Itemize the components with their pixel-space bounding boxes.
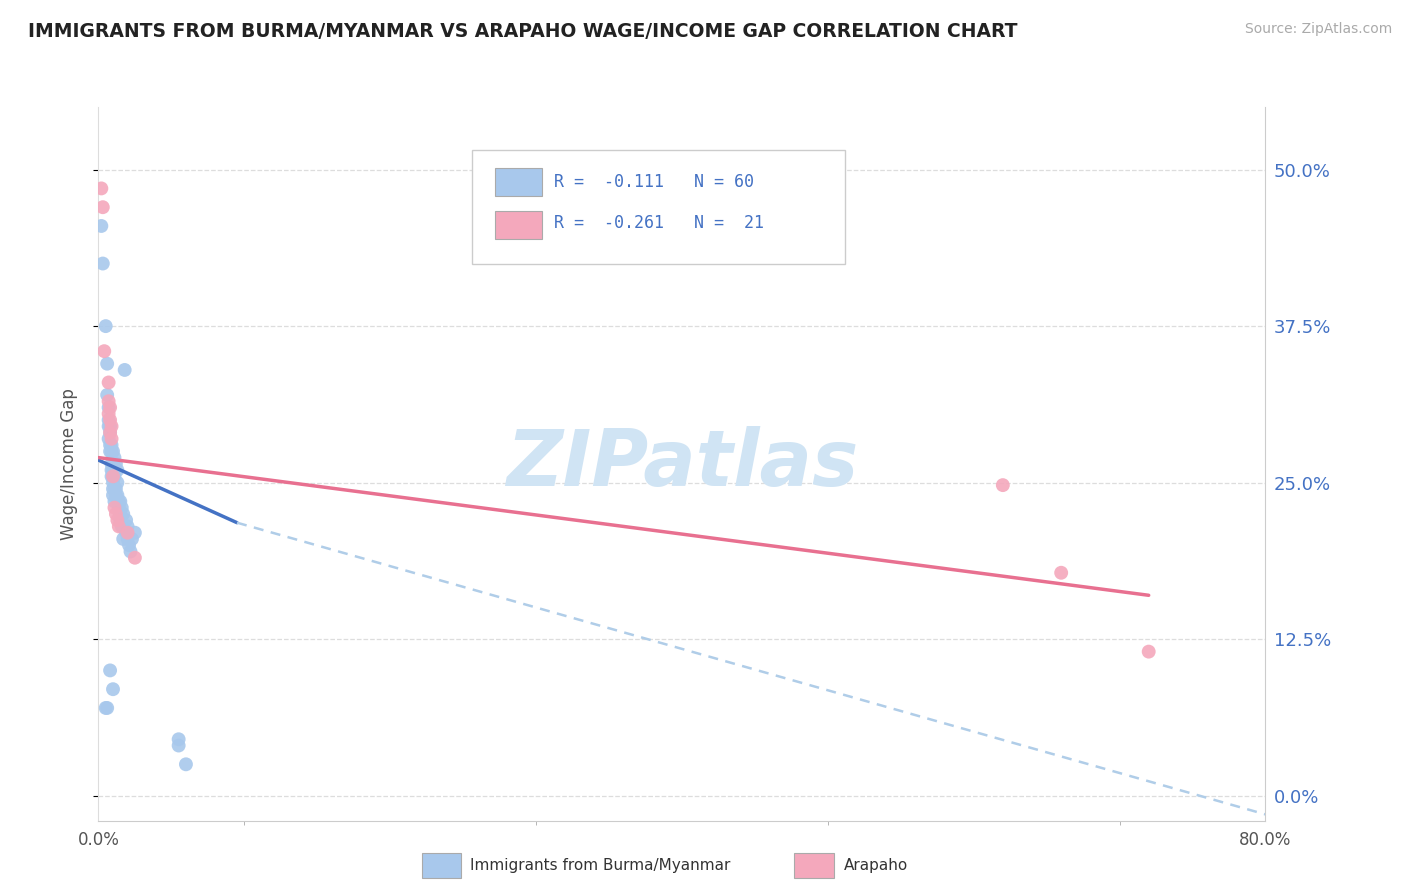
- Point: [100, 419, 122, 434]
- Point: [101, 444, 124, 458]
- FancyBboxPatch shape: [495, 211, 541, 239]
- Point: [96, 701, 118, 715]
- Point: [101, 482, 124, 496]
- Text: R =  -0.261   N =  21: R = -0.261 N = 21: [554, 214, 763, 232]
- Point: [91, 256, 114, 270]
- Point: [98, 413, 121, 427]
- Point: [96, 357, 118, 371]
- Point: [103, 469, 125, 483]
- Point: [100, 457, 122, 471]
- Point: [94, 701, 117, 715]
- Point: [991, 478, 1014, 492]
- Point: [112, 532, 135, 546]
- Point: [174, 757, 197, 772]
- Text: ZIPatlas: ZIPatlas: [506, 425, 858, 502]
- Point: [98, 419, 121, 434]
- Point: [97, 419, 120, 434]
- Point: [100, 432, 122, 446]
- Point: [117, 525, 139, 540]
- Point: [100, 438, 122, 452]
- Point: [105, 513, 128, 527]
- Point: [1137, 645, 1160, 659]
- Point: [97, 394, 120, 409]
- Point: [117, 519, 139, 533]
- Point: [98, 401, 121, 415]
- Point: [110, 507, 132, 521]
- Point: [114, 363, 136, 377]
- Point: [105, 488, 128, 502]
- Point: [108, 519, 131, 533]
- Point: [97, 376, 120, 390]
- Y-axis label: Wage/Income Gap: Wage/Income Gap: [59, 388, 77, 540]
- Point: [96, 388, 118, 402]
- Point: [111, 500, 134, 515]
- Point: [115, 525, 138, 540]
- Point: [118, 538, 141, 552]
- Text: Immigrants from Burma/Myanmar: Immigrants from Burma/Myanmar: [470, 858, 730, 872]
- Point: [101, 457, 124, 471]
- Point: [115, 513, 138, 527]
- Point: [91, 200, 114, 214]
- Point: [108, 500, 131, 515]
- Point: [101, 475, 124, 490]
- Point: [103, 494, 125, 508]
- Point: [100, 469, 122, 483]
- Point: [100, 444, 122, 458]
- Point: [167, 739, 190, 753]
- Point: [103, 500, 125, 515]
- Point: [110, 494, 132, 508]
- Point: [103, 482, 125, 496]
- Point: [111, 519, 134, 533]
- Point: [97, 432, 120, 446]
- Point: [1050, 566, 1073, 580]
- FancyBboxPatch shape: [472, 150, 845, 264]
- Point: [97, 407, 120, 421]
- Point: [105, 475, 128, 490]
- Point: [98, 664, 121, 678]
- Point: [98, 425, 121, 440]
- Point: [101, 463, 124, 477]
- Point: [101, 682, 124, 697]
- Point: [110, 513, 132, 527]
- Point: [101, 469, 124, 483]
- Point: [98, 438, 121, 452]
- Point: [105, 463, 128, 477]
- Point: [120, 544, 142, 558]
- Point: [98, 444, 121, 458]
- Point: [108, 494, 131, 508]
- Point: [124, 525, 146, 540]
- Point: [104, 507, 127, 521]
- Point: [124, 550, 146, 565]
- FancyBboxPatch shape: [495, 168, 541, 196]
- Text: IMMIGRANTS FROM BURMA/MYANMAR VS ARAPAHO WAGE/INCOME GAP CORRELATION CHART: IMMIGRANTS FROM BURMA/MYANMAR VS ARAPAHO…: [28, 22, 1018, 41]
- Point: [167, 732, 190, 747]
- Point: [103, 450, 125, 465]
- Point: [104, 457, 127, 471]
- Point: [98, 425, 121, 440]
- Point: [90, 181, 112, 195]
- Text: Arapaho: Arapaho: [844, 858, 908, 872]
- Point: [112, 507, 135, 521]
- Text: Source: ZipAtlas.com: Source: ZipAtlas.com: [1244, 22, 1392, 37]
- Point: [93, 344, 115, 359]
- Point: [101, 488, 124, 502]
- Point: [117, 532, 139, 546]
- Point: [97, 413, 120, 427]
- Point: [97, 401, 120, 415]
- Point: [94, 319, 117, 334]
- Text: R =  -0.111   N = 60: R = -0.111 N = 60: [554, 173, 754, 191]
- Point: [104, 482, 127, 496]
- Point: [121, 532, 143, 546]
- Point: [104, 488, 127, 502]
- Point: [100, 463, 122, 477]
- Point: [90, 219, 112, 233]
- Point: [101, 469, 124, 483]
